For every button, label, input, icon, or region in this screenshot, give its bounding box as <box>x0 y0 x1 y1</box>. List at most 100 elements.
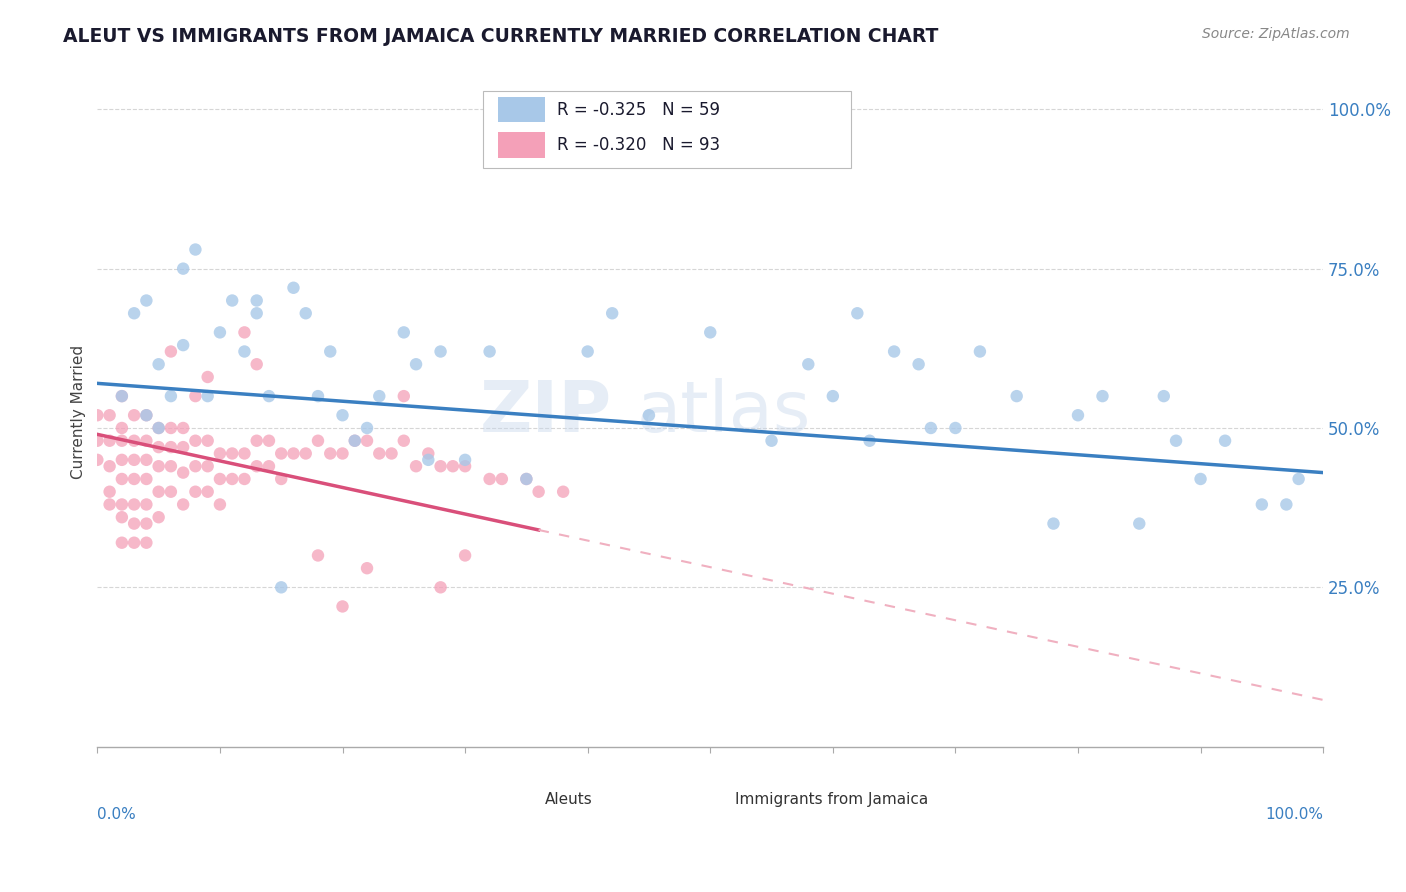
Point <box>111 453 134 467</box>
Point <box>1164 434 1187 448</box>
Point <box>172 466 194 480</box>
Point <box>135 516 157 531</box>
Point <box>122 453 145 467</box>
Point <box>307 434 329 448</box>
Point <box>184 243 207 257</box>
Point <box>148 459 170 474</box>
Point <box>122 516 145 531</box>
Point <box>576 344 599 359</box>
Point <box>257 459 280 474</box>
Point <box>197 459 219 474</box>
Point <box>208 446 231 460</box>
Point <box>184 434 207 448</box>
Point <box>491 472 513 486</box>
Point <box>441 459 464 474</box>
Point <box>332 599 354 614</box>
Point <box>197 484 219 499</box>
Point <box>122 306 145 320</box>
Point <box>392 434 415 448</box>
Text: R = -0.325   N = 59: R = -0.325 N = 59 <box>557 101 720 119</box>
Point <box>208 472 231 486</box>
Point <box>208 498 231 512</box>
Point <box>172 498 194 512</box>
Point <box>221 472 243 486</box>
Point <box>969 344 991 359</box>
Point <box>160 484 183 499</box>
Point <box>1091 389 1114 403</box>
FancyBboxPatch shape <box>700 791 730 808</box>
Point <box>319 344 342 359</box>
Text: Source: ZipAtlas.com: Source: ZipAtlas.com <box>1202 27 1350 41</box>
Point <box>257 389 280 403</box>
Point <box>246 434 269 448</box>
Point <box>221 446 243 460</box>
Point <box>600 306 623 320</box>
Point <box>197 434 219 448</box>
Point <box>270 580 292 594</box>
Point <box>122 472 145 486</box>
Point <box>135 434 157 448</box>
Point <box>233 446 256 460</box>
Text: ZIP: ZIP <box>479 377 612 447</box>
Point <box>257 434 280 448</box>
Point <box>307 389 329 403</box>
Point <box>368 446 391 460</box>
Point <box>920 421 942 435</box>
Point <box>208 326 231 340</box>
Point <box>429 459 451 474</box>
Point <box>160 344 183 359</box>
Point <box>135 409 157 423</box>
Point <box>111 535 134 549</box>
Point <box>553 484 575 499</box>
Point <box>184 459 207 474</box>
Point <box>98 484 121 499</box>
Point <box>86 453 108 467</box>
Text: Immigrants from Jamaica: Immigrants from Jamaica <box>735 792 928 807</box>
Point <box>527 484 550 499</box>
Point <box>98 409 121 423</box>
Point <box>907 357 929 371</box>
FancyBboxPatch shape <box>484 91 851 168</box>
Point <box>356 561 378 575</box>
Point <box>86 409 108 423</box>
Point <box>172 440 194 454</box>
Point <box>148 484 170 499</box>
Point <box>1288 472 1310 486</box>
Point <box>148 421 170 435</box>
Point <box>122 409 145 423</box>
Point <box>246 357 269 371</box>
Point <box>148 510 170 524</box>
Point <box>221 293 243 308</box>
Point <box>821 389 844 403</box>
Point <box>197 370 219 384</box>
Point <box>515 472 537 486</box>
Point <box>135 535 157 549</box>
Point <box>429 580 451 594</box>
Point <box>294 446 316 460</box>
Point <box>846 306 869 320</box>
Text: 100.0%: 100.0% <box>1265 807 1323 822</box>
Point <box>184 484 207 499</box>
Point <box>699 326 721 340</box>
Point <box>883 344 905 359</box>
Point <box>1189 472 1212 486</box>
Point <box>332 409 354 423</box>
Point <box>332 446 354 460</box>
Point <box>368 389 391 403</box>
Point <box>638 409 661 423</box>
Point <box>172 338 194 352</box>
Point <box>233 472 256 486</box>
Point <box>283 281 305 295</box>
Point <box>111 389 134 403</box>
Point <box>478 472 501 486</box>
Point <box>233 344 256 359</box>
Point <box>429 344 451 359</box>
Point <box>454 549 477 563</box>
Point <box>515 472 537 486</box>
Text: R = -0.320   N = 93: R = -0.320 N = 93 <box>557 136 720 154</box>
Text: atlas: atlas <box>637 377 811 447</box>
Point <box>135 498 157 512</box>
Point <box>172 421 194 435</box>
FancyBboxPatch shape <box>498 132 544 158</box>
Text: ALEUT VS IMMIGRANTS FROM JAMAICA CURRENTLY MARRIED CORRELATION CHART: ALEUT VS IMMIGRANTS FROM JAMAICA CURRENT… <box>63 27 939 45</box>
